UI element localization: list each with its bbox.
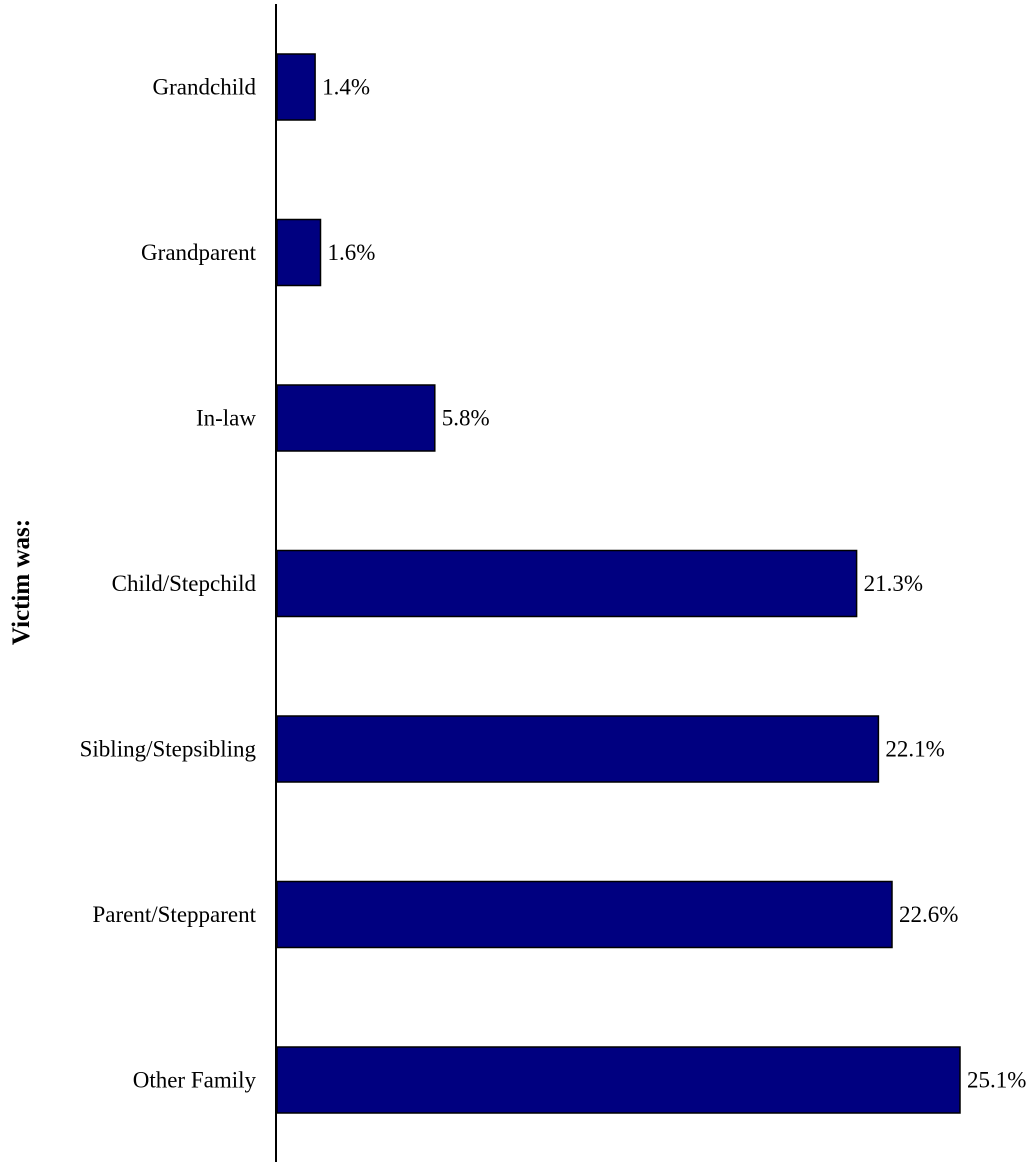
y-axis-title: Victim was:	[8, 519, 35, 645]
category-labels-group: Grandchild Grandparent In-law Child/Stepchi…	[80, 75, 257, 1093]
value-label-in-law: 5.8%	[442, 406, 490, 431]
category-label-grandparent: Grandparent	[141, 240, 257, 265]
bar-child-stepchild	[276, 549, 858, 618]
bar-other-family	[276, 1046, 961, 1114]
value-label-child-stepchild: 21.3%	[864, 571, 923, 596]
value-label-grandchild: 1.4%	[322, 75, 370, 100]
value-label-other-family: 25.1%	[967, 1068, 1026, 1093]
bar-in-law	[276, 384, 436, 452]
bars-group	[276, 53, 961, 1114]
bar-grandchild	[276, 53, 316, 121]
bar-sibling-stepsibling	[276, 715, 880, 783]
category-label-sibling-stepsibling: Sibling/Stepsibling	[80, 737, 257, 762]
value-label-grandparent: 1.6%	[328, 240, 376, 265]
value-labels-group: 1.4% 1.6% 5.8% 21.3% 22.1% 22.6% 25.1%	[322, 75, 1026, 1093]
category-label-grandchild: Grandchild	[153, 75, 257, 100]
y-axis-title-group: Victim was:	[8, 519, 35, 645]
category-label-parent-stepparent: Parent/Stepparent	[92, 902, 256, 927]
category-label-other-family: Other Family	[133, 1068, 257, 1093]
value-label-sibling-stepsibling: 22.1%	[885, 737, 944, 762]
category-label-child-stepchild: Child/Stepchild	[112, 571, 257, 596]
value-label-parent-stepparent: 22.6%	[899, 902, 958, 927]
category-label-in-law: In-law	[196, 406, 256, 431]
bar-parent-stepparent	[276, 880, 893, 949]
bar-grandparent	[276, 218, 322, 287]
